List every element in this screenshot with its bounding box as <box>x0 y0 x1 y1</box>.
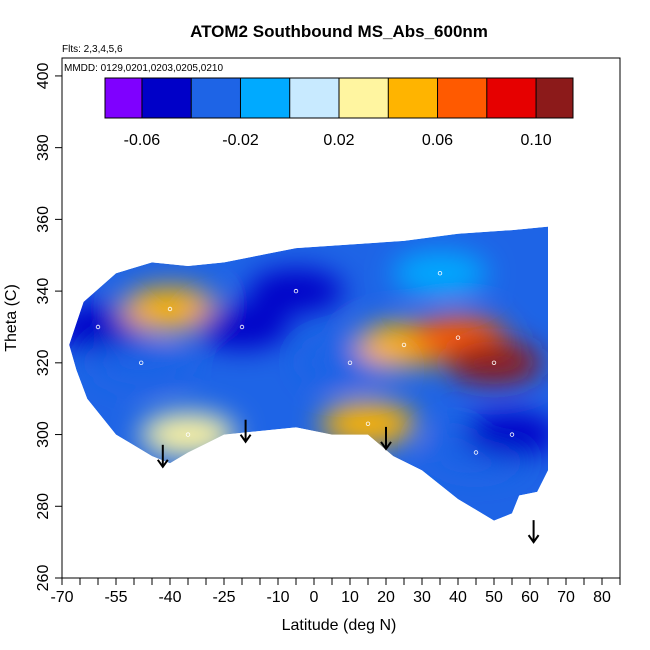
colorbar-frame <box>104 77 574 119</box>
arrow-head <box>380 441 392 451</box>
sample-points <box>95 271 515 455</box>
plot-frame <box>61 57 621 579</box>
colorbar: -0.06 -0.02 0.02 0.06 0.10 <box>104 77 574 149</box>
colorbar-bin-2 <box>191 78 241 118</box>
y-tick-label: 280 <box>35 493 52 520</box>
heatmap-cell-12 <box>464 412 548 457</box>
sample-point-2 <box>167 306 173 312</box>
arrow-head <box>239 434 252 444</box>
colorbar-bin-0 <box>105 78 142 118</box>
heatmap-cell-2 <box>122 287 218 331</box>
x-tick-label: 80 <box>593 589 611 606</box>
arrow-marker-1 <box>239 419 252 444</box>
colorbar-bin-7 <box>437 78 487 118</box>
heatmap-cell-13 <box>392 251 488 296</box>
sample-point-7 <box>365 421 371 426</box>
x-axis-label: Latitude (deg N) <box>282 617 397 634</box>
colorbar-bin-5 <box>339 78 389 118</box>
colorbar-tick-label: -0.02 <box>222 132 259 149</box>
heatmap-cell-1 <box>93 340 190 385</box>
x-tick-label: 40 <box>449 589 467 606</box>
colorbar-bin-9 <box>536 78 573 118</box>
colorbar-bin-4 <box>289 78 339 118</box>
colorbar-bin-1 <box>141 78 192 118</box>
y-tick-label: 360 <box>35 206 52 233</box>
arrow-markers <box>156 419 540 544</box>
colorbar-tick-label: 0.02 <box>323 132 354 149</box>
x-tick-label: 70 <box>557 589 575 606</box>
chart-title: ATOM2 Southbound MS_Abs_600nm <box>190 22 488 41</box>
colorbar-tick-label: -0.06 <box>124 132 161 149</box>
y-axis-label: Theta (C) <box>3 284 20 352</box>
heatmap-blobs <box>69 251 548 475</box>
heatmap-cell-7 <box>320 401 416 446</box>
arrow-head <box>527 534 540 544</box>
x-tick-label: -40 <box>158 589 181 606</box>
sample-point-10 <box>491 360 497 365</box>
arrow-marker-2 <box>380 426 392 451</box>
y-tick-label: 320 <box>35 349 52 376</box>
y-tick-label: 380 <box>35 134 52 161</box>
sample-point-0 <box>95 324 101 330</box>
y-tick-label: 400 <box>35 62 52 89</box>
heatmap-region <box>69 226 548 521</box>
heatmap-cell-10 <box>446 340 542 385</box>
sample-point-11 <box>473 450 479 455</box>
x-tick-label: -25 <box>212 589 235 606</box>
sample-point-9 <box>455 335 461 340</box>
colorbar-bin-6 <box>388 78 438 118</box>
y-tick-label: 260 <box>35 565 52 592</box>
sample-point-6 <box>347 360 353 365</box>
x-tick-label: -10 <box>266 589 289 606</box>
sample-point-4 <box>239 324 245 330</box>
x-tick-label: 30 <box>413 589 431 606</box>
colorbar-tick-label: 0.10 <box>521 132 552 149</box>
sample-point-3 <box>185 432 191 437</box>
sample-point-13 <box>437 271 443 276</box>
colorbar-tick-label: 0.06 <box>422 132 453 149</box>
x-tick-label: -55 <box>104 589 127 606</box>
x-tick-label: 0 <box>310 589 319 606</box>
sample-point-8 <box>401 342 407 348</box>
dates-subtitle: MMDD: 0129,0201,0203,0205,0210 <box>64 63 223 74</box>
x-tick-label: -70 <box>50 589 73 606</box>
y-tick-label: 300 <box>35 421 52 448</box>
sample-point-12 <box>509 432 515 437</box>
arrow-marker-3 <box>527 520 540 544</box>
sample-point-1 <box>138 360 144 365</box>
heatmap-cell-3 <box>140 412 236 457</box>
y-axis: 260 280 300 320 340 360 380 400 <box>35 62 62 591</box>
x-tick-label: 10 <box>341 589 359 606</box>
heatmap-cell-4 <box>194 305 290 349</box>
arrow-marker-0 <box>156 444 169 469</box>
heatmap-field <box>69 226 548 521</box>
heatmap-cell-5 <box>248 269 344 314</box>
x-tick-label: 50 <box>485 589 503 606</box>
sample-point-5 <box>293 288 299 294</box>
flights-subtitle: Flts: 2,3,4,5,6 <box>62 44 123 55</box>
x-axis: -70 -55 -40 -25 -10 0 10 20 30 40 50 60 70 80 <box>50 578 621 606</box>
x-tick-label: 60 <box>521 589 539 606</box>
y-tick-label: 340 <box>35 278 52 305</box>
x-tick-label: 20 <box>377 589 395 606</box>
arrow-head <box>156 459 169 469</box>
colorbar-bin-3 <box>240 78 290 118</box>
colorbar-bin-8 <box>486 78 537 118</box>
